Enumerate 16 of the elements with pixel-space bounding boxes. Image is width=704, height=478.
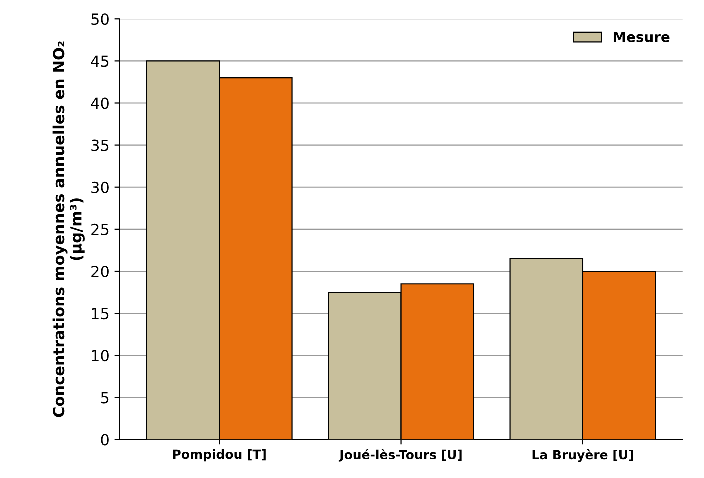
x-tick-label: Joué-lès-Tours [U]	[338, 449, 462, 462]
y-tick-label: 0	[101, 434, 109, 446]
y-tick-label: 25	[92, 224, 109, 236]
y-tick-label: 35	[92, 140, 109, 152]
x-tick-label: Pompidou [T]	[173, 449, 266, 462]
y-axis-title: Concentrations moyennes annuelles en NO₂ (µg/m³)	[52, 42, 85, 418]
y-tick-label: 5	[101, 392, 109, 404]
y-tick-label: 20	[92, 266, 109, 278]
y-tick-label: 40	[91, 98, 109, 110]
y-tick-label: 15	[92, 308, 109, 320]
y-tick-label: 45	[91, 56, 109, 68]
y-tick-label: 10	[92, 350, 109, 362]
y-tick-label: 30	[92, 182, 109, 194]
x-tick-label: La Bruyère [U]	[532, 449, 634, 462]
legend-label: Mesure	[614, 32, 670, 42]
y-tick-label: 50	[92, 14, 109, 26]
